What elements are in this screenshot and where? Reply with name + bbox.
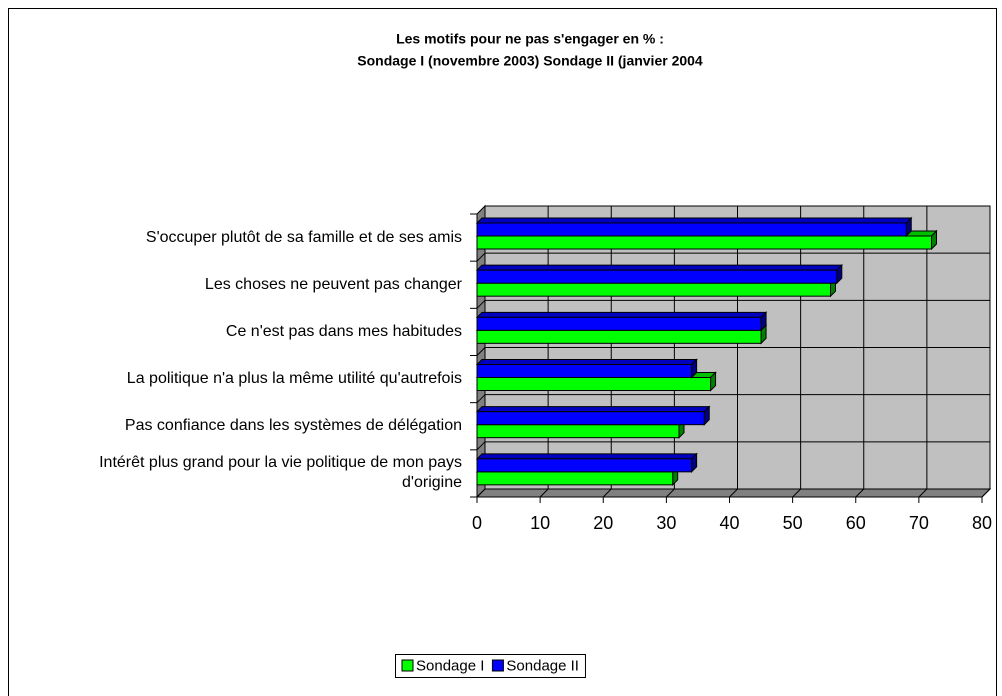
x-tick-label: 20 <box>593 513 613 533</box>
chart-title: Les motifs pour ne pas s'engager en % : <box>396 31 664 47</box>
legend-swatch <box>491 659 504 672</box>
category-text: S'occuper plutôt de sa famille et de ses… <box>145 228 462 246</box>
bar-front <box>476 377 712 391</box>
bar <box>475 216 913 238</box>
grid-line <box>602 488 612 498</box>
grid-line <box>666 488 675 498</box>
x-tick-label: 70 <box>909 513 929 533</box>
category-text: Intérêt plus grand pour la vie politique… <box>99 454 462 492</box>
chart-subtitle: Sondage I (novembre 2003) Sondage II (ja… <box>357 53 703 69</box>
bar-front <box>476 364 693 378</box>
bar <box>475 311 768 332</box>
bar <box>475 358 698 379</box>
bar-front <box>476 222 907 237</box>
category-text: Les choses ne peuvent pas changer <box>204 275 462 293</box>
category-text: Ce n'est pas dans mes habitudes <box>225 322 462 340</box>
x-tick-label: 50 <box>783 513 803 533</box>
bar-front <box>476 235 932 250</box>
category-grid-line <box>476 441 486 451</box>
category-grid-line <box>476 347 486 356</box>
category-grid-line <box>476 299 486 309</box>
y-tick-label: S'occuper plutôt de sa famille et de ses… <box>52 214 462 261</box>
bar-top <box>475 217 913 224</box>
y-tick-label: Ce n'est pas dans mes habitudes <box>52 308 462 355</box>
chart-border <box>8 8 997 696</box>
bar <box>475 405 711 426</box>
y-tick-label: Intérêt plus grand pour la vie politique… <box>52 450 462 497</box>
bar-top <box>475 311 768 318</box>
x-tick-label: 40 <box>719 513 739 533</box>
grid-line <box>855 488 865 498</box>
bar-front <box>476 282 831 297</box>
x-tick-label: 80 <box>972 513 992 533</box>
legend-swatch <box>401 659 414 672</box>
x-tick-label: 10 <box>530 513 550 533</box>
bar-top <box>475 359 698 365</box>
y-tick-label: Les choses ne peuvent pas changer <box>52 261 462 308</box>
x-tick-label: 0 <box>472 513 482 533</box>
category-grid-line <box>476 394 486 404</box>
category-text: Pas confiance dans les systèmes de délég… <box>124 417 462 435</box>
bar-front <box>476 329 762 344</box>
bar-top <box>475 406 711 413</box>
bar <box>475 263 844 285</box>
bar <box>475 452 698 474</box>
legend-label: Sondage II <box>506 657 579 674</box>
y-tick-label: La politique n'a plus la même utilité qu… <box>52 356 462 403</box>
legend: Sondage I Sondage II <box>395 654 586 678</box>
grid-line <box>539 488 549 498</box>
y-tick-label: Pas confiance dans les systèmes de délég… <box>52 403 462 450</box>
grid-line <box>792 488 801 498</box>
bar-top <box>475 453 698 460</box>
category-text: La politique n'a plus la même utilité qu… <box>126 370 462 388</box>
grid-line <box>981 488 991 498</box>
x-tick-label: 60 <box>846 513 866 533</box>
bar-front <box>476 316 762 331</box>
bar-front <box>476 471 674 486</box>
x-tick-label: 30 <box>656 513 676 533</box>
category-grid-line <box>476 252 486 262</box>
bar-top <box>475 264 844 271</box>
grid-line <box>918 488 928 498</box>
grid-line <box>476 488 486 498</box>
legend-label: Sondage I <box>416 657 484 674</box>
bar-front <box>476 269 838 284</box>
bar-front <box>476 411 705 426</box>
bar-front <box>476 424 680 439</box>
legend-box <box>395 654 586 678</box>
grid-line <box>729 488 738 498</box>
bar-front <box>476 458 693 473</box>
